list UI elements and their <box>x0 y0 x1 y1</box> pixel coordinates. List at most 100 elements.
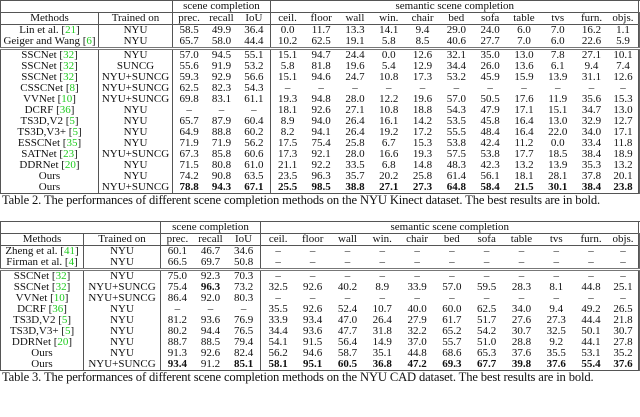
col-header: win. <box>371 12 406 25</box>
value-cell-recall: 88.5 <box>200 337 221 348</box>
table-row: Ours NYU 91.3 92.6 82.4 56.2 94.6 58.7 35.1 44.8 6… <box>1 348 639 359</box>
table-row: TS3D,V3+ [5] NYU 64.9 88.8 60.2 8.2 94.1 26.4 19… <box>1 127 639 138</box>
col-header: prec. <box>159 233 194 246</box>
value-cell-win: 16.6 <box>379 149 399 160</box>
value-cell-sofa: 48.4 <box>480 127 500 138</box>
trained-on-cell: NYU <box>83 245 161 257</box>
method-name: ESSCNet [ <box>17 138 67 149</box>
value-cell-prec: 88.7 <box>159 337 194 348</box>
value-cell-furn: 33.4 <box>581 138 602 149</box>
value-cell-objs: 35.2 <box>613 348 633 359</box>
value-cell-win: 14.9 <box>372 337 392 348</box>
method-cell: SSCNet [32] <box>1 282 84 293</box>
value-cell-floor: 81.8 <box>311 61 331 72</box>
col-header: table <box>507 12 541 25</box>
value-cell-wall: 58.7 <box>337 348 358 359</box>
value-cell-chair: – <box>414 245 420 257</box>
citation-link[interactable]: 21 <box>65 24 77 36</box>
method-cell: Zheng et al. [41] <box>1 246 84 258</box>
citation-link[interactable]: 32 <box>63 49 75 61</box>
value-cell-furn: 38.4 <box>581 149 602 160</box>
value-cell-bed: 61.7 <box>442 315 462 326</box>
table-row: DCRF [36] NYU – – –35.5 92.6 52.4 10.7 40.0 60.0 6… <box>1 304 639 315</box>
bracket: ] <box>74 116 79 127</box>
value-cell-tvs: 27.3 <box>546 315 566 326</box>
value-cell-sofa: 65.3 <box>477 348 497 359</box>
value-cell-wall: 47.7 <box>337 326 358 337</box>
citation-link[interactable]: 5 <box>69 116 75 127</box>
citation-link[interactable]: 36 <box>59 105 71 116</box>
trained-on-cell: NYU <box>98 127 173 138</box>
value-cell-recall: 83.1 <box>211 94 232 105</box>
citation-link[interactable]: 32 <box>63 72 75 83</box>
method-name: CSSCNet [ <box>20 83 70 94</box>
value-cell-tvs: 9.2 <box>549 337 564 348</box>
value-cell-ceil: 5.8 <box>269 61 305 72</box>
citation-link[interactable]: 20 <box>57 337 69 348</box>
citation-link[interactable]: 8 <box>69 83 76 94</box>
table-row: Zheng et al. [41] NYU 60.1 46.7 34.6– – – – – – – –… <box>1 245 639 258</box>
value-cell-ceil: 17.3 <box>269 149 305 160</box>
column-header-row: Methods Trained on prec. recall IoU ceil. floo… <box>0 233 639 246</box>
citation-link[interactable]: 5 <box>61 315 68 326</box>
method-cell: CSSCNet [8] <box>1 83 99 94</box>
value-cell-wall: 24.4 <box>345 49 365 61</box>
table-row: VVNet [10] NYU+SUNCG 86.4 92.0 80.3– – – – – – – – –… <box>1 293 639 304</box>
citation-link[interactable]: 10 <box>53 293 65 304</box>
value-cell-furn: 37.8 <box>581 171 602 182</box>
value-cell-wall: 19.1 <box>338 36 372 50</box>
value-cell-prec: – <box>159 304 194 315</box>
citation-link[interactable]: 20 <box>64 160 76 171</box>
trained-on-cell: NYU <box>83 304 161 315</box>
bracket: ] <box>76 24 80 36</box>
col-header: ceil. <box>259 233 296 246</box>
citation-link[interactable]: 23 <box>63 149 75 160</box>
method-cell: DDRNet [20] <box>1 337 84 348</box>
value-cell-wall: 13.3 <box>345 24 365 36</box>
col-header: furn. <box>574 12 609 25</box>
value-cell-chair: 9.4 <box>415 24 430 36</box>
citation-link[interactable]: 36 <box>52 304 64 315</box>
value-cell-floor: 95.1 <box>303 359 323 370</box>
value-cell-bed: 53.5 <box>446 116 466 127</box>
citation-link[interactable]: 32 <box>55 270 67 282</box>
method-name: VVNet [ <box>23 94 62 105</box>
value-cell-IoU: 44.4 <box>237 36 271 50</box>
citation-link[interactable]: 4 <box>68 257 75 268</box>
citation-link[interactable]: 10 <box>61 94 73 105</box>
citation-link[interactable]: 5 <box>64 326 71 337</box>
value-cell-win: 19.2 <box>379 127 399 138</box>
value-cell-wall: 19.6 <box>345 61 365 72</box>
citation-link[interactable]: 32 <box>55 282 67 293</box>
citation-link[interactable]: 5 <box>72 127 78 138</box>
citation-link[interactable]: 41 <box>63 245 75 257</box>
value-cell-win: 14.1 <box>379 24 399 36</box>
trained-on-header: Trained on <box>83 233 161 246</box>
value-cell-win: 0.0 <box>381 49 396 61</box>
value-cell-ceil: 15.1 <box>269 72 305 83</box>
value-cell-win: – <box>386 83 392 94</box>
value-cell-win: 6.7 <box>381 138 396 149</box>
value-cell-table: – <box>518 293 525 304</box>
citation-link[interactable]: 32 <box>63 61 75 72</box>
value-cell-win: 20.2 <box>379 171 399 182</box>
table-row: SATNet [23] NYU+SUNCG 67.3 85.8 60.6 17.3 92.1… <box>1 149 639 160</box>
citation-link[interactable]: 6 <box>86 36 92 47</box>
col-header: objs. <box>608 12 639 25</box>
value-cell-tvs: 28.1 <box>548 171 568 182</box>
table-2: scene completion semantic scene completio… <box>0 0 640 194</box>
value-cell-recall: 92.0 <box>200 293 221 304</box>
value-cell-sofa: 47.9 <box>480 105 500 116</box>
value-cell-sofa: 45.8 <box>480 116 500 127</box>
value-cell-recall: 94.3 <box>211 182 232 193</box>
method-cell: TS3D,V2 [5] <box>1 315 84 326</box>
citation-link[interactable]: 35 <box>66 138 78 149</box>
col-header: wall <box>330 233 365 246</box>
method-name: Zheng et al. [ <box>5 245 64 257</box>
value-cell-prec: 75.4 <box>159 282 194 293</box>
value-cell-bed: 57.0 <box>442 282 462 293</box>
value-cell-wall: 60.5 <box>337 359 358 370</box>
value-cell-furn: 35.3 <box>581 160 602 171</box>
value-cell-sofa: 67.7 <box>477 359 497 370</box>
value-cell-recall: 82.3 <box>211 83 232 94</box>
